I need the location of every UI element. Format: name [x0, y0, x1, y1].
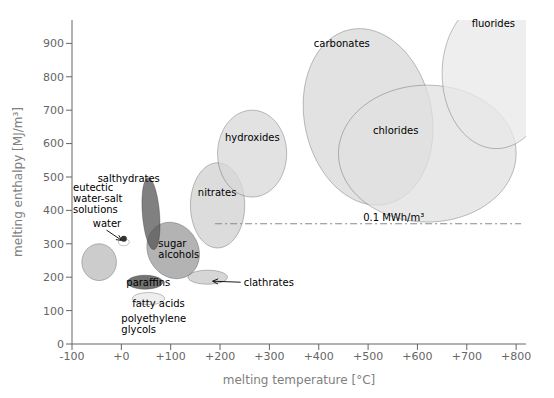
svg-text:eutecticwater-saltsolutions: eutecticwater-saltsolutions [73, 182, 123, 215]
svg-text:+700: +700 [452, 350, 482, 363]
svg-text:water: water [93, 218, 122, 229]
svg-text:+200: +200 [205, 350, 235, 363]
svg-text:500: 500 [43, 171, 64, 184]
svg-text:+300: +300 [254, 350, 284, 363]
svg-text:800: 800 [43, 71, 64, 84]
svg-text:hydroxides: hydroxides [225, 132, 280, 143]
svg-text:fluorides: fluorides [472, 18, 515, 29]
svg-text:900: 900 [43, 37, 64, 50]
svg-text:+100: +100 [156, 350, 186, 363]
svg-text:fatty acids: fatty acids [132, 298, 185, 309]
svg-text:melting enthalpy [MJ/m³]: melting enthalpy [MJ/m³] [11, 107, 25, 257]
svg-text:100: 100 [43, 305, 64, 318]
svg-text:+0: +0 [113, 350, 129, 363]
svg-text:400: 400 [43, 204, 64, 217]
svg-text:600: 600 [43, 137, 64, 150]
svg-text:+500: +500 [353, 350, 383, 363]
svg-text:200: 200 [43, 271, 64, 284]
svg-text:chlorides: chlorides [373, 125, 418, 136]
svg-text:sugaralcohols: sugaralcohols [158, 238, 199, 260]
svg-text:700: 700 [43, 104, 64, 117]
svg-text:0: 0 [57, 338, 64, 351]
svg-text:polyethyleneglycols: polyethyleneglycols [121, 313, 186, 335]
svg-text:+400: +400 [304, 350, 334, 363]
svg-text:0.1 MWh/m³: 0.1 MWh/m³ [363, 212, 424, 223]
svg-text:clathrates: clathrates [244, 277, 294, 288]
svg-text:paraffins: paraffins [126, 277, 170, 288]
svg-text:salthydrates: salthydrates [98, 173, 160, 184]
svg-text:carbonates: carbonates [314, 38, 370, 49]
svg-text:300: 300 [43, 238, 64, 251]
svg-text:+600: +600 [402, 350, 432, 363]
svg-text:melting temperature [°C]: melting temperature [°C] [223, 373, 375, 387]
svg-text:nitrates: nitrates [198, 187, 237, 198]
svg-text:-100: -100 [60, 350, 85, 363]
svg-text:+800: +800 [501, 350, 531, 363]
